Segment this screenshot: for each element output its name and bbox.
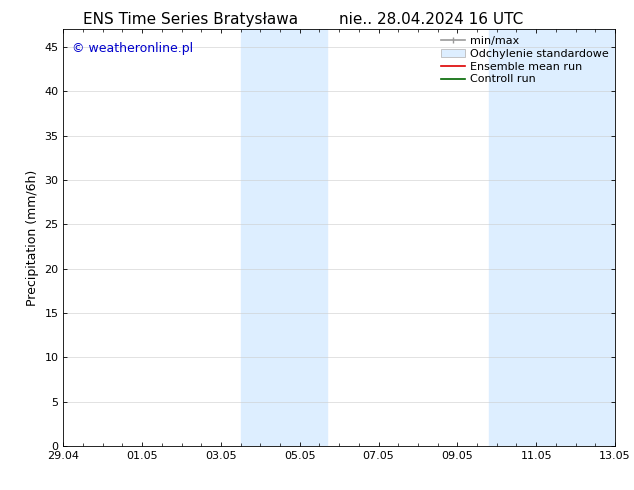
Bar xyxy=(489,29,615,446)
Text: nie.. 28.04.2024 16 UTC: nie.. 28.04.2024 16 UTC xyxy=(339,12,523,27)
Text: © weatheronline.pl: © weatheronline.pl xyxy=(72,42,193,55)
Y-axis label: Precipitation (mm/6h): Precipitation (mm/6h) xyxy=(26,170,39,306)
Text: ENS Time Series Bratysława: ENS Time Series Bratysława xyxy=(82,12,298,27)
Legend: min/max, Odchylenie standardowe, Ensemble mean run, Controll run: min/max, Odchylenie standardowe, Ensembl… xyxy=(437,33,612,88)
Bar xyxy=(241,29,327,446)
